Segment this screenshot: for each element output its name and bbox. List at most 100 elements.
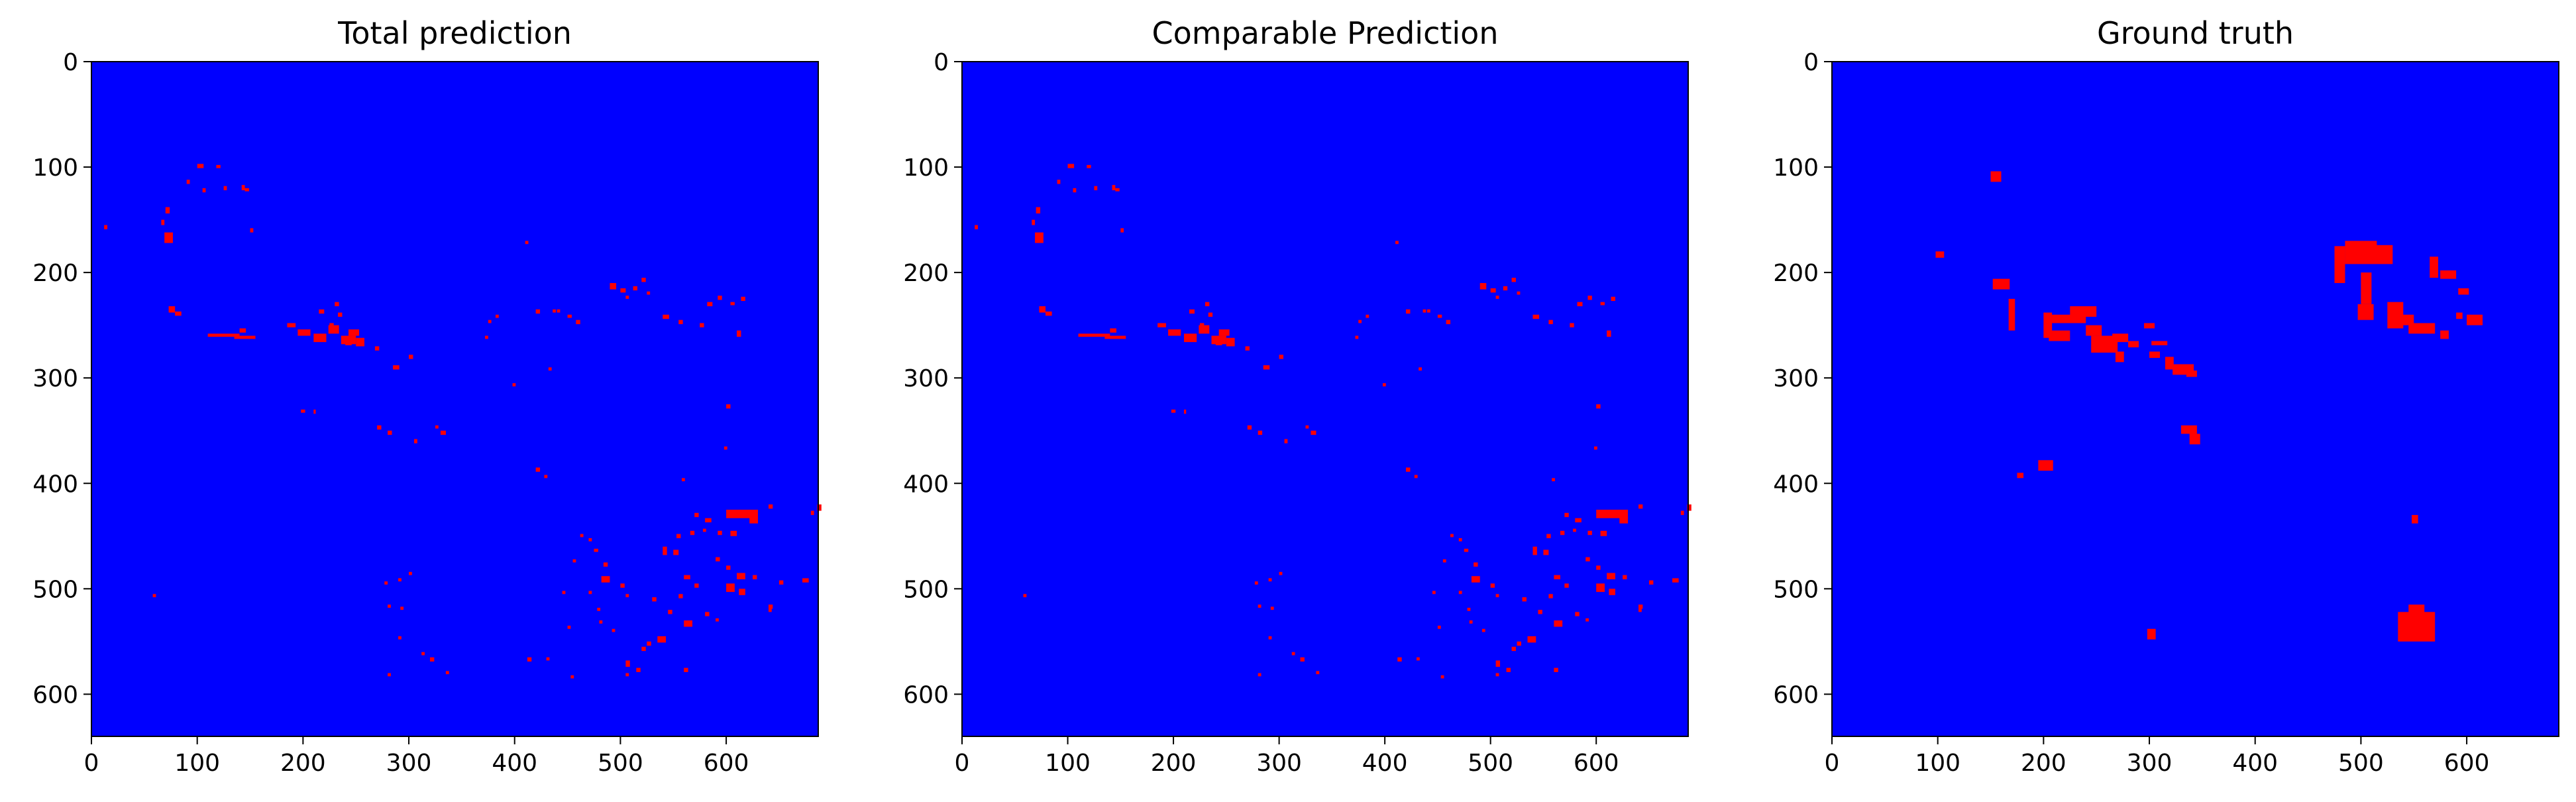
mask-region — [1503, 286, 1508, 291]
mask-region — [388, 673, 391, 677]
y-tick-label: 300 — [903, 365, 949, 392]
mask-region — [1552, 478, 1555, 482]
mask-region — [2408, 604, 2425, 616]
mask-region — [2398, 612, 2436, 642]
mask-region — [1575, 612, 1580, 616]
mask-region — [1115, 188, 1120, 192]
mask-region — [1638, 604, 1643, 609]
mask-region — [398, 578, 402, 582]
mask-region — [620, 583, 625, 588]
mask-region — [1609, 589, 1615, 595]
mask-region — [1440, 675, 1444, 679]
mask-region — [1992, 278, 2010, 290]
mask-region — [694, 583, 699, 588]
mask-region — [1458, 591, 1462, 595]
mask-region — [580, 534, 584, 538]
mask-region — [1184, 409, 1187, 414]
mask-region — [1479, 283, 1487, 290]
mask-region — [682, 478, 685, 482]
mask-region — [250, 228, 254, 233]
mask-region — [768, 604, 773, 609]
mask-region — [1495, 594, 1499, 598]
mask-region — [1366, 314, 1369, 318]
mask-region — [1087, 164, 1091, 168]
y-tick-label: 500 — [1773, 576, 1819, 603]
mask-region — [612, 628, 616, 632]
mask-region — [1554, 667, 1558, 672]
mask-region — [1355, 335, 1359, 339]
mask-region — [1184, 333, 1197, 343]
mask-region — [588, 538, 592, 542]
mask-region — [335, 302, 339, 307]
mask-region — [599, 620, 603, 624]
mask-region — [1205, 302, 1210, 307]
mask-region — [1395, 241, 1399, 245]
mask-region — [152, 594, 156, 598]
mask-region — [567, 625, 571, 629]
x-tick-label: 400 — [492, 750, 537, 777]
mask-region — [778, 580, 784, 585]
mask-region — [1511, 278, 1516, 282]
mask-region — [684, 620, 692, 627]
mask-region — [1305, 425, 1309, 429]
mask-region — [749, 517, 758, 524]
mask-region — [2408, 323, 2436, 334]
mask-region — [1648, 580, 1654, 585]
mask-region — [2456, 312, 2463, 319]
x-tick-label: 300 — [386, 750, 432, 777]
x-tick-label: 500 — [1468, 750, 1513, 777]
y-tick-label: 0 — [1803, 49, 1819, 76]
chart-panel-2: 0 100 200 300 400 500 600 0 100 200 300 400 500 600 Co… — [903, 15, 1691, 777]
mask-region — [1300, 657, 1305, 662]
mask-region — [1600, 530, 1607, 536]
mask-region — [1458, 538, 1462, 542]
mask-region — [625, 673, 629, 677]
mask-region — [1446, 319, 1451, 325]
image-background — [91, 62, 818, 736]
mask-region — [1199, 323, 1205, 327]
y-tick-label: 600 — [1773, 681, 1819, 709]
mask-region — [535, 467, 541, 472]
mask-region — [1587, 296, 1592, 300]
mask-region — [730, 302, 735, 306]
mask-region — [1171, 409, 1176, 413]
mask-region — [409, 571, 412, 575]
mask-region — [1382, 383, 1386, 386]
mask-region — [338, 312, 343, 317]
mask-region — [546, 657, 550, 661]
mask-region — [647, 641, 651, 646]
mask-region — [2467, 314, 2483, 325]
mask-region — [1120, 228, 1124, 233]
mask-region — [570, 675, 574, 679]
mask-region — [1573, 528, 1576, 532]
plot-frame — [1831, 61, 2559, 737]
mask-region — [567, 314, 572, 318]
image-background — [1832, 62, 2559, 736]
mask-region — [2115, 351, 2124, 363]
x-tick-label: 0 — [84, 750, 99, 777]
mask-region — [737, 330, 741, 337]
mask-region — [1607, 330, 1611, 337]
y-tick-label: 300 — [1773, 365, 1819, 392]
mask-region — [1527, 636, 1536, 643]
mask-region — [1442, 559, 1446, 563]
mask-region — [345, 341, 352, 345]
mask-region — [1078, 333, 1110, 337]
mask-region — [297, 329, 311, 336]
mask-region — [485, 335, 488, 339]
mask-region — [647, 291, 651, 295]
y-tick-label: 100 — [903, 154, 949, 182]
mask-region — [495, 314, 499, 318]
mask-region — [1490, 288, 1496, 293]
mask-region — [313, 333, 327, 343]
mask-region — [1279, 571, 1283, 575]
plot-frame — [91, 61, 819, 737]
mask-region — [737, 573, 745, 579]
mask-region — [1426, 309, 1430, 313]
mask-region — [1057, 180, 1061, 184]
mask-region — [1560, 530, 1565, 536]
mask-region — [2149, 351, 2161, 358]
mask-region — [216, 164, 221, 168]
mask-region — [1585, 557, 1590, 561]
mask-region — [1564, 583, 1569, 588]
